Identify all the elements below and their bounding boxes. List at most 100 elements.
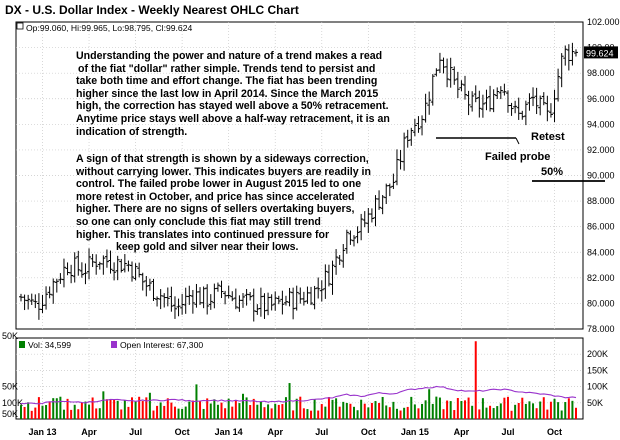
oi-legend-swatch bbox=[111, 341, 117, 348]
ohlc-bar bbox=[402, 132, 407, 171]
volume-bar bbox=[392, 401, 395, 419]
ohlc-bar bbox=[574, 49, 578, 57]
ohlc-bar bbox=[523, 100, 528, 126]
ohlc-bar bbox=[391, 173, 396, 190]
volume-bar bbox=[449, 401, 452, 419]
volume-bar bbox=[191, 400, 194, 419]
volume-bar bbox=[335, 398, 338, 419]
volume-bar bbox=[238, 403, 241, 419]
price-tick-label: 84.000 bbox=[587, 247, 615, 257]
ohlc-bar bbox=[427, 91, 432, 115]
volume-bar bbox=[485, 407, 488, 419]
x-tick-label: Jan 14 bbox=[215, 427, 243, 437]
ohlc-bar bbox=[151, 278, 156, 301]
ohlc-bar bbox=[283, 295, 288, 306]
volume-bar bbox=[399, 410, 402, 419]
ohlc-bar bbox=[115, 255, 120, 281]
ohlc-bar bbox=[119, 258, 124, 273]
volume-bar bbox=[59, 396, 62, 419]
ohlc-bar bbox=[387, 183, 392, 197]
ohlc-bar bbox=[26, 294, 31, 310]
volume-bar bbox=[295, 398, 298, 419]
volume-left-tick-label: 50K bbox=[2, 382, 18, 392]
volume-bar bbox=[70, 409, 73, 419]
ohlc-bar bbox=[359, 213, 364, 241]
annotation-line: Understanding the power and nature of a … bbox=[76, 50, 383, 62]
ohlc-bar bbox=[301, 291, 306, 306]
ohlc-bar bbox=[480, 94, 485, 118]
annotation-paragraph-2: A sign of that strength is shown by a si… bbox=[76, 153, 371, 254]
ohlc-bar bbox=[69, 264, 74, 284]
volume-bar bbox=[270, 408, 273, 419]
ohlc-bar bbox=[269, 294, 274, 311]
ohlc-bar bbox=[230, 291, 235, 302]
ohlc-bar bbox=[94, 254, 99, 275]
volume-bar bbox=[363, 403, 366, 419]
volume-bar bbox=[256, 404, 259, 419]
x-tick-label: Jan 15 bbox=[401, 427, 429, 437]
ohlc-bar bbox=[548, 103, 553, 118]
x-tick-label: Apr bbox=[454, 427, 470, 437]
x-tick-label: Jul bbox=[129, 427, 142, 437]
volume-bar bbox=[284, 397, 287, 419]
volume-bar bbox=[277, 404, 280, 419]
volume-left-tick-label: 100K bbox=[2, 398, 23, 408]
ohlc-bar bbox=[176, 298, 181, 317]
volume-bar bbox=[464, 400, 466, 419]
ohlc-bar bbox=[147, 278, 152, 291]
annotation-line: take both time and effort change. The fi… bbox=[76, 75, 378, 88]
ohlc-bar bbox=[527, 93, 532, 111]
volume-bar bbox=[403, 407, 406, 419]
ohlc-bar bbox=[377, 190, 382, 210]
support-line-tail bbox=[515, 137, 520, 145]
volume-bar bbox=[532, 403, 535, 419]
ohlc-bar bbox=[104, 249, 109, 268]
volume-bar bbox=[34, 407, 37, 419]
ohlc-bar bbox=[29, 293, 34, 305]
volume-bar bbox=[152, 410, 155, 419]
volume-bar bbox=[199, 400, 202, 419]
volume-bar bbox=[23, 406, 26, 419]
volume-bar bbox=[313, 399, 316, 419]
volume-bar bbox=[220, 402, 223, 419]
volume-bar bbox=[109, 399, 112, 419]
ohlc-bar bbox=[276, 295, 281, 305]
volume-bar bbox=[542, 397, 545, 419]
volume-bar bbox=[62, 409, 65, 419]
annotation-line: without carrying lower. This indicates b… bbox=[76, 165, 371, 178]
price-tick-label: 92.000 bbox=[587, 145, 615, 155]
volume-bar bbox=[417, 408, 420, 419]
price-tick-label: 102.000 bbox=[587, 17, 620, 27]
annotation-line: Anytime price stays well above a half-wa… bbox=[76, 112, 390, 125]
volume-bar bbox=[553, 398, 556, 419]
ohlc-bar bbox=[76, 250, 81, 276]
volume-bar bbox=[234, 400, 237, 419]
volume-bar bbox=[145, 397, 148, 419]
volume-bar bbox=[102, 391, 105, 419]
ohlc-bar bbox=[87, 248, 92, 280]
ohlc-bar bbox=[233, 288, 238, 310]
ohlc-bar bbox=[337, 255, 342, 265]
volume-bar bbox=[170, 402, 173, 419]
price-panel-frame bbox=[15, 21, 584, 330]
volume-bar bbox=[431, 403, 434, 419]
ohlc-bar bbox=[409, 127, 414, 146]
volume-bar bbox=[510, 410, 513, 419]
volume-bar bbox=[252, 398, 255, 419]
fifty-percent-label: 50% bbox=[541, 166, 564, 178]
ohlc-bar bbox=[287, 287, 292, 307]
ohlc-bar bbox=[513, 100, 518, 114]
volume-bar bbox=[324, 406, 327, 419]
volume-bar bbox=[91, 397, 94, 419]
volume-bar bbox=[453, 410, 456, 419]
annotation-line: more retest in October, and price has si… bbox=[76, 190, 355, 203]
volume-bar bbox=[478, 409, 481, 419]
volume-bar bbox=[131, 397, 133, 419]
volume-bar bbox=[95, 408, 98, 419]
volume-bar bbox=[206, 398, 209, 419]
annotation-paragraph-1: Understanding the power and nature of a … bbox=[76, 50, 390, 138]
ohlc-bar bbox=[502, 83, 507, 96]
ohlc-bar bbox=[412, 118, 417, 137]
volume-bar bbox=[202, 408, 205, 419]
volume-bar bbox=[213, 399, 216, 419]
